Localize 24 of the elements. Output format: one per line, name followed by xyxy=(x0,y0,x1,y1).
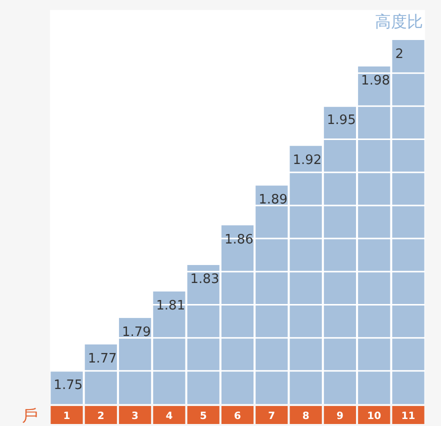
x-tick-label: 4 xyxy=(166,411,173,422)
data-label: 1.77 xyxy=(88,351,117,366)
data-label: 1.89 xyxy=(258,192,288,208)
data-label: 1.81 xyxy=(156,298,186,314)
data-label: 2 xyxy=(395,47,404,62)
data-label: 1.95 xyxy=(326,113,356,128)
x-tick-label: 8 xyxy=(302,411,310,422)
data-label: 1.79 xyxy=(122,324,151,340)
data-label: 1.83 xyxy=(190,272,220,288)
data-label: 1.92 xyxy=(292,152,322,168)
data-label: 1.86 xyxy=(224,232,254,248)
x-tick-label: 1 xyxy=(63,411,70,422)
chart-title: 高度比 xyxy=(375,12,423,31)
data-label: 1.75 xyxy=(54,378,83,393)
x-tick-label: 5 xyxy=(200,411,207,422)
x-tick-label: 11 xyxy=(401,411,416,422)
data-label: 1.98 xyxy=(361,73,390,88)
x-tick-label: 10 xyxy=(367,411,382,422)
x-tick-label: 7 xyxy=(268,411,276,422)
x-axis-title: 戶 xyxy=(22,406,38,425)
x-tick-label: 2 xyxy=(97,411,104,422)
x-tick-label: 6 xyxy=(234,411,242,422)
x-tick-label: 3 xyxy=(132,411,139,422)
x-tick-label: 9 xyxy=(336,411,344,422)
